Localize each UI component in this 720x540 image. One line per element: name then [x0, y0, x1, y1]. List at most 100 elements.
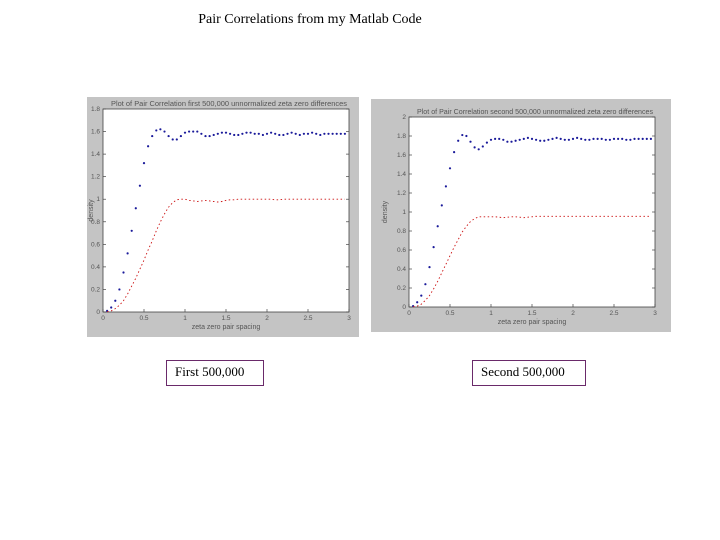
blue-data-point — [151, 134, 154, 138]
y-tick-label: 1.6 — [397, 152, 406, 159]
blue-data-point — [163, 130, 166, 133]
blue-data-point — [311, 131, 314, 134]
blue-data-point — [485, 141, 488, 144]
y-tick-label: 2 — [402, 114, 406, 121]
y-tick-label: 0.2 — [397, 285, 406, 292]
blue-data-point — [440, 204, 443, 207]
blue-data-point — [535, 138, 538, 141]
y-tick-label: 1.6 — [91, 129, 100, 136]
y-tick-label: 0.4 — [397, 266, 406, 273]
chart-title: Plot of Pair Correlation second 500,000 … — [417, 109, 654, 116]
blue-data-point — [147, 145, 150, 148]
blue-data-point — [424, 283, 427, 286]
x-tick-label: 1.5 — [221, 315, 230, 322]
y-tick-label: 1.2 — [91, 174, 100, 181]
blue-data-point — [461, 133, 464, 137]
blue-data-point — [270, 131, 273, 134]
blue-data-point — [331, 132, 334, 135]
blue-data-point — [114, 299, 117, 302]
blue-data-point — [481, 145, 484, 148]
axes-area — [102, 108, 350, 313]
blue-data-point — [208, 134, 211, 138]
blue-data-point — [343, 132, 346, 135]
blue-data-point — [494, 137, 497, 140]
y-tick-label: 1.8 — [397, 133, 406, 140]
blue-data-point — [522, 137, 525, 140]
blue-data-point — [335, 132, 338, 135]
blue-data-point — [444, 185, 447, 188]
y-tick-label: 0 — [96, 309, 100, 316]
blue-data-point — [257, 132, 260, 135]
y-tick-label: 1.4 — [397, 171, 406, 178]
x-tick-label: 3 — [653, 310, 657, 317]
blue-data-point — [253, 132, 256, 135]
x-tick-label: 0 — [101, 315, 105, 322]
y-axis-label: density — [88, 199, 95, 222]
blue-data-point — [171, 138, 174, 141]
x-tick-label: 2.5 — [303, 315, 312, 322]
blue-data-point — [592, 137, 595, 140]
red-series-line — [107, 198, 345, 313]
blue-data-point — [617, 137, 620, 140]
blue-data-point — [469, 140, 472, 143]
y-tick-label: 0.6 — [397, 247, 406, 254]
blue-data-point — [159, 128, 162, 131]
blue-data-point — [567, 138, 570, 141]
blue-data-point — [502, 138, 505, 141]
chart-1-svg: Plot of Pair Correlation first 500,000 u… — [87, 97, 359, 337]
blue-data-point — [192, 130, 195, 133]
blue-data-point — [453, 151, 456, 154]
blue-data-point — [576, 136, 579, 139]
blue-data-point — [339, 132, 342, 135]
blue-data-point — [436, 225, 439, 228]
blue-data-point — [118, 288, 121, 291]
caption-first-500000: First 500,000 — [166, 360, 264, 386]
x-axis-label: zeta zero pair spacing — [192, 324, 261, 331]
y-tick-label: 0.2 — [91, 286, 100, 293]
blue-data-point — [465, 134, 468, 138]
blue-data-point — [233, 133, 236, 137]
red-series-line — [413, 215, 651, 308]
blue-data-point — [543, 139, 546, 142]
blue-data-point — [584, 138, 587, 141]
caption-second-500000: Second 500,000 — [472, 360, 586, 386]
blue-data-point — [265, 132, 269, 135]
blue-data-point — [428, 266, 431, 269]
blue-data-point — [183, 131, 187, 134]
blue-data-point — [432, 246, 435, 249]
slide-title: Pair Correlations from my Matlab Code — [198, 12, 422, 27]
blue-data-point — [649, 137, 652, 140]
blue-data-point — [555, 136, 558, 139]
y-tick-label: 0.8 — [91, 219, 100, 226]
y-tick-label: 0.8 — [397, 228, 406, 235]
pair-correlation-plot-second: Plot of Pair Correlation second 500,000 … — [371, 99, 671, 332]
blue-data-point — [241, 132, 244, 135]
blue-data-point — [473, 146, 476, 149]
y-tick-label: 0.4 — [91, 264, 100, 271]
blue-data-point — [323, 132, 326, 135]
blue-data-point — [142, 162, 146, 165]
x-tick-label: 0 — [407, 310, 411, 317]
y-tick-label: 1 — [402, 209, 406, 216]
blue-data-point — [196, 130, 199, 133]
y-tick-label: 0 — [402, 304, 406, 311]
blue-data-point — [298, 133, 301, 137]
blue-data-point — [551, 137, 554, 140]
blue-data-point — [457, 139, 460, 142]
blue-data-point — [282, 133, 285, 137]
blue-data-point — [315, 132, 318, 135]
blue-data-point — [612, 137, 616, 140]
x-tick-label: 2 — [571, 310, 575, 317]
x-tick-label: 0.5 — [139, 315, 148, 322]
blue-data-point — [526, 136, 529, 139]
blue-data-point — [559, 137, 562, 140]
x-tick-label: 1 — [489, 310, 493, 317]
blue-data-point — [629, 138, 632, 141]
blue-data-point — [539, 139, 542, 142]
blue-data-point — [637, 137, 640, 140]
blue-data-point — [571, 137, 575, 140]
blue-data-point — [261, 133, 264, 137]
blue-data-point — [319, 133, 322, 137]
chart-2-svg: Plot of Pair Correlation second 500,000 … — [371, 99, 671, 332]
blue-data-point — [130, 229, 133, 232]
